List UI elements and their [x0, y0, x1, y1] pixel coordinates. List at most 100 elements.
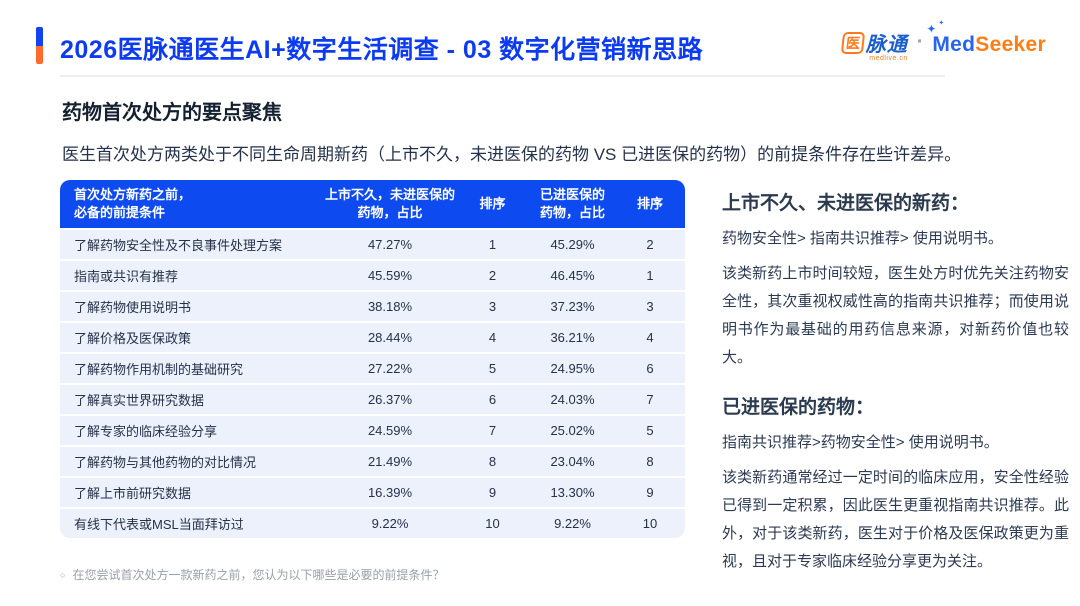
medlive-logo: 医 脉通 medlive.cn: [840, 28, 908, 62]
row-new-pct: 45.59%: [367, 268, 413, 283]
row-new-pct: 26.37%: [367, 392, 413, 407]
header-divider: [60, 75, 945, 77]
medlive-logo-icon: 医: [840, 31, 865, 54]
column-header-condition-line2: 必备的前提条件: [74, 205, 166, 220]
row-new-pct: 24.59%: [367, 423, 413, 438]
row-insured-rank: 3: [646, 299, 654, 314]
row-insured-rank: 4: [646, 330, 654, 345]
row-insured-pct: 24.03%: [550, 392, 595, 407]
row-insured-rank: 9: [646, 485, 654, 500]
row-insured-pct: 45.29%: [550, 237, 595, 252]
logo-separator-dot: ·: [916, 30, 924, 53]
row-label: 了解真实世界研究数据: [74, 393, 205, 408]
row-insured-rank: 8: [646, 454, 654, 469]
survey-question-footnote: ○ 在您尝试首次处方一款新药之前，您认为以下哪些是必要的前提条件？: [60, 566, 444, 583]
row-label: 了解药物与其他药物的对比情况: [74, 455, 257, 470]
medseeker-seeker-text: Seeker: [975, 33, 1046, 56]
table-row: 指南或共识有推荐 45.59% 2 46.45% 1: [60, 261, 685, 290]
table-row: 了解上市前研究数据 16.39% 9 13.30% 9: [60, 478, 685, 507]
row-new-pct: 16.39%: [367, 485, 413, 500]
row-new-rank: 7: [488, 423, 497, 438]
table-row: 了解药物与其他药物的对比情况 21.49% 8 23.04% 8: [60, 447, 685, 476]
table-row: 了解药物使用说明书 38.18% 3 37.23% 3: [60, 292, 685, 321]
footnote-text: 在您尝试首次处方一款新药之前，您认为以下哪些是必要的前提条件？: [72, 568, 445, 582]
column-header-condition-line1: 首次处方新药之前，: [74, 187, 192, 202]
insight-ranking-insured-drug: 指南共识推荐>药物安全性> 使用说明书。: [722, 434, 999, 451]
column-header-rank1: 排序: [479, 196, 506, 211]
row-insured-pct: 24.95%: [550, 361, 595, 376]
section-title: 药物首次处方的要点聚焦: [62, 102, 282, 124]
insight-detail-new-drug: 该类新药上市时间较短，医生处方时优先关注药物安全性，其次重视权威性高的指南共识推…: [722, 265, 1069, 366]
row-insured-rank: 2: [646, 237, 654, 252]
sparkle-small-icon: ✦: [938, 20, 945, 27]
column-header-new-line1: 上市不久，未进医保的: [325, 187, 456, 202]
row-insured-pct: 25.02%: [550, 423, 595, 438]
column-header-insured-pct: 已进医保的 药物，占比: [530, 186, 615, 222]
insights-panel: 上市不久、未进医保的新药： 药物安全性> 指南共识推荐> 使用说明书。 该类新药…: [722, 188, 1069, 596]
column-header-insured-line2: 药物，占比: [539, 205, 605, 220]
table-row: 了解药物作用机制的基础研究 27.22% 5 24.95% 6: [60, 354, 685, 383]
column-header-insured-line1: 已进医保的: [539, 187, 605, 202]
medlive-domain-text: medlive.cn: [869, 55, 908, 62]
title-accent-bar: [36, 27, 43, 64]
row-insured-pct: 23.04%: [550, 454, 595, 469]
row-new-rank: 8: [488, 454, 497, 469]
brand-logos: 医 脉通 medlive.cn · ✦ ✦ MedSeeker: [840, 20, 1046, 62]
row-new-rank: 1: [488, 237, 497, 252]
medlive-logo-row: 医 脉通: [840, 28, 908, 57]
row-new-rank: 2: [488, 268, 497, 283]
column-header-new-drug-pct: 上市不久，未进医保的 药物，占比: [325, 186, 455, 222]
section-subtitle: 医生首次处方两类处于不同生命周期新药（上市不久，未进医保的药物 VS 已进医保的…: [62, 145, 962, 164]
row-label: 了解价格及医保政策: [74, 331, 192, 346]
row-new-rank: 9: [488, 485, 497, 500]
column-header-rank2: 排序: [636, 196, 663, 211]
row-label: 了解上市前研究数据: [74, 486, 192, 501]
row-label: 了解专家的临床经验分享: [74, 424, 218, 439]
insight-ranking-new-drug: 药物安全性> 指南共识推荐> 使用说明书。: [722, 230, 1003, 247]
row-insured-rank: 6: [646, 361, 654, 376]
row-new-rank: 3: [488, 299, 497, 314]
row-new-pct: 47.27%: [367, 237, 413, 252]
row-label: 了解药物作用机制的基础研究: [74, 362, 244, 377]
sparkle-icon: ✦: [926, 22, 937, 36]
row-new-pct: 38.18%: [367, 299, 413, 314]
table-row: 了解药物安全性及不良事件处理方案 47.27% 1 45.29% 2: [60, 230, 685, 259]
column-header-new-line2: 药物，占比: [357, 205, 423, 220]
table-row: 有线下代表或MSL当面拜访过 9.22% 10 9.22% 10: [60, 509, 685, 538]
table-row: 了解价格及医保政策 28.44% 4 36.21% 4: [60, 323, 685, 352]
row-label: 指南或共识有推荐: [74, 269, 179, 284]
row-insured-pct: 9.22%: [554, 516, 591, 531]
medseeker-med-text: Med: [932, 33, 976, 56]
row-label: 有线下代表或MSL当面拜访过: [74, 517, 244, 532]
row-new-pct: 21.49%: [367, 454, 413, 469]
insight-heading-insured-drug: 已进医保的药物：: [722, 397, 875, 418]
row-new-rank: 10: [485, 516, 500, 531]
row-insured-rank: 7: [646, 392, 654, 407]
row-insured-rank: 1: [646, 268, 654, 283]
row-label: 了解药物使用说明书: [74, 300, 192, 315]
table-row: 了解真实世界研究数据 26.37% 6 24.03% 7: [60, 385, 685, 414]
medseeker-logo: ✦ ✦ MedSeeker: [926, 20, 1046, 57]
row-new-rank: 4: [488, 330, 497, 345]
row-insured-pct: 36.21%: [550, 330, 595, 345]
row-insured-pct: 46.45%: [550, 268, 595, 283]
row-new-pct: 9.22%: [371, 516, 409, 531]
table-header-row: 首次处方新药之前， 必备的前提条件 上市不久，未进医保的 药物，占比 排序 已进…: [60, 180, 685, 228]
row-new-pct: 28.44%: [367, 330, 413, 345]
row-new-rank: 6: [488, 392, 497, 407]
table-row: 了解专家的临床经验分享 24.59% 7 25.02% 5: [60, 416, 685, 445]
medlive-logo-text: 脉通: [865, 34, 908, 56]
row-insured-rank: 5: [646, 423, 654, 438]
row-insured-pct: 13.30%: [550, 485, 595, 500]
page-title: 2026医脉通医生AI+数字生活调查 - 03 数字化营销新思路: [60, 36, 704, 64]
row-insured-rank: 10: [642, 516, 658, 531]
column-header-condition: 首次处方新药之前， 必备的前提条件: [60, 186, 325, 222]
insight-detail-insured-drug: 该类新药通常经过一定时间的临床应用，安全性经验已得到一定积累，因此医生更重视指南…: [722, 469, 1069, 570]
circle-bullet-icon: ○: [60, 569, 66, 580]
row-insured-pct: 37.23%: [550, 299, 595, 314]
row-new-pct: 27.22%: [367, 361, 413, 376]
prescription-conditions-table: 首次处方新药之前， 必备的前提条件 上市不久，未进医保的 药物，占比 排序 已进…: [60, 180, 685, 538]
row-new-rank: 5: [488, 361, 497, 376]
insight-heading-new-drug: 上市不久、未进医保的新药：: [722, 193, 970, 214]
